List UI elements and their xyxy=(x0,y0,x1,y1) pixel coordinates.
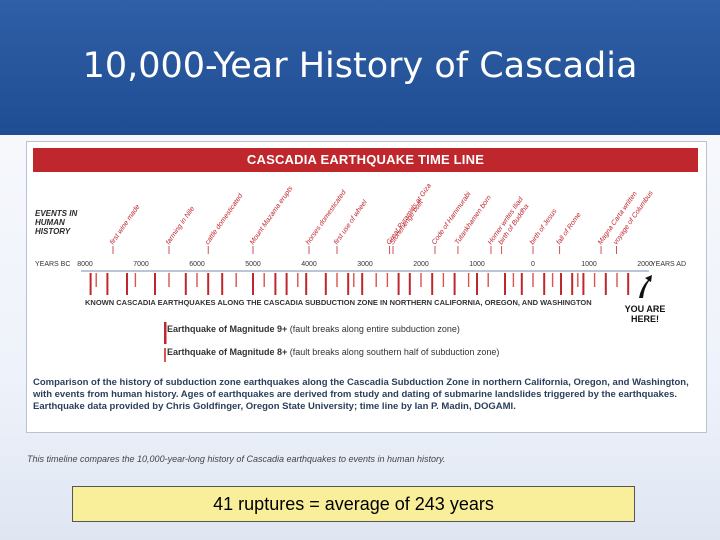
earthquake-m8-bar xyxy=(95,273,97,287)
earthquake-m8-bar xyxy=(593,273,596,287)
summary-box: 41 ruptures = average of 243 years xyxy=(72,486,635,522)
earthquake-m8-bar xyxy=(551,273,554,287)
earthquake-m9-bar xyxy=(604,273,607,295)
human-event-label: fall of Rome xyxy=(556,211,583,246)
earthquake-m8-bar xyxy=(353,273,355,287)
legend-m8-desc: (fault breaks along southern half of sub… xyxy=(287,347,500,357)
human-event-label: cattle domesticated xyxy=(204,192,245,246)
earthquake-m9-bar xyxy=(252,273,254,295)
earthquake-m8-bar xyxy=(487,273,489,287)
you-are-here-line: HERE! xyxy=(630,314,659,324)
axis-tick-label: 7000 xyxy=(133,261,149,268)
earthquake-m9-bar xyxy=(504,273,506,295)
events-in-history-label: EVENTS IN HUMAN HISTORY xyxy=(35,209,77,236)
human-event-label: Code of Hammurabi xyxy=(431,190,473,246)
earthquake-m9-bar xyxy=(520,273,523,295)
earthquake-m9-bar xyxy=(207,273,210,295)
legend-m9-title: Earthquake of Magnitude 9+ xyxy=(167,324,288,334)
earthquake-m9-bar xyxy=(453,273,456,295)
earthquake-m9-bar xyxy=(361,273,364,295)
earthquake-m8-bar xyxy=(336,273,338,287)
axis-tick-label: 3000 xyxy=(357,261,373,268)
title-bar: 10,000-Year History of Cascadia xyxy=(0,0,720,135)
legend-m9-swatch xyxy=(164,322,167,344)
earthquake-m8-bar xyxy=(263,273,265,287)
earthquake-m9-bar xyxy=(431,273,434,295)
earthquake-m9-bar xyxy=(324,273,327,295)
earthquake-m9-bar xyxy=(221,273,224,295)
earthquake-m8-bar xyxy=(168,273,170,287)
timeline-svg: YEARS BC YEARS AD 8000 7000 6000 5000 4000 3000… xyxy=(35,182,686,362)
earthquake-m9-bar xyxy=(305,273,308,295)
earthquake-m9-bar xyxy=(582,273,585,295)
earthquake-m9-bar xyxy=(274,273,277,295)
earthquake-m8-bar xyxy=(532,273,534,287)
legend-m8-swatch xyxy=(164,348,166,362)
earthquake-m8-bar xyxy=(420,273,422,287)
earthquake-m9-bar xyxy=(408,273,411,295)
legend-m9-desc: (fault breaks along entire subduction zo… xyxy=(287,324,460,334)
events-label-line: EVENTS IN xyxy=(35,209,78,218)
caption-line: Comparison of the history of subduction … xyxy=(33,377,689,388)
earthquake-m9-bar xyxy=(126,273,128,295)
you-are-here-label: YOU ARE HERE! xyxy=(619,304,671,324)
axis-tick-label: 2000 xyxy=(637,261,653,268)
earthquake-m8-bar xyxy=(386,273,389,287)
earthquake-m9-bar xyxy=(476,273,478,295)
earthquake-m8-bar xyxy=(375,273,377,287)
you-are-here-arrow xyxy=(639,275,652,298)
earthquake-m8-bar xyxy=(196,273,198,287)
legend-m8-title: Earthquake of Magnitude 8+ xyxy=(167,347,288,357)
earthquake-m9-bar xyxy=(154,273,156,295)
legend-magnitude-9: Earthquake of Magnitude 9+ (fault breaks… xyxy=(167,324,460,334)
slide-title: 10,000-Year History of Cascadia xyxy=(82,46,638,86)
axis-tick-label: 8000 xyxy=(77,261,93,268)
human-event-label: Mount Mazama erupts xyxy=(249,185,295,246)
human-event-label: Stonehenge built xyxy=(389,198,425,246)
axis-tick-label: 0 xyxy=(531,261,535,268)
axis-tick-label: 6000 xyxy=(189,261,205,268)
events-label-line: HUMAN xyxy=(35,218,65,227)
earthquake-m9-bar xyxy=(560,273,562,295)
years-bc-label: YEARS BC xyxy=(35,261,70,268)
earthquake-m8-bar xyxy=(616,273,618,287)
earthquake-m9-bar xyxy=(397,273,400,295)
timeline-figure: CASCADIA EARTHQUAKE TIME LINE EVENTS IN … xyxy=(26,141,707,433)
earthquake-m9-bar xyxy=(285,273,288,295)
timeline-header: CASCADIA EARTHQUAKE TIME LINE xyxy=(33,148,698,172)
axis-tick-label: 1000 xyxy=(469,261,485,268)
you-are-here-line: YOU ARE xyxy=(624,304,666,314)
earthquake-m8-bar xyxy=(512,273,515,287)
earthquake-m9-bar xyxy=(184,273,187,295)
human-event-label: birth of Jesus xyxy=(529,208,559,247)
earthquake-m8-bar xyxy=(467,273,470,287)
axis-tick-label: 4000 xyxy=(301,261,317,268)
earthquake-m9-bar xyxy=(347,273,350,295)
caption-line: Earthquake data provided by Chris Goldfi… xyxy=(33,401,516,412)
legend-magnitude-8: Earthquake of Magnitude 8+ (fault breaks… xyxy=(167,347,499,357)
axis-tick-label: 1000 xyxy=(581,261,597,268)
earthquake-m9-bar xyxy=(543,273,546,295)
earthquake-m9-bar xyxy=(89,273,92,295)
earthquake-m8-bar xyxy=(297,273,299,287)
events-label-line: HISTORY xyxy=(35,227,71,236)
axis-tick-label: 2000 xyxy=(413,261,429,268)
earthquake-m9-bar xyxy=(106,273,109,295)
earthquake-m8-bar xyxy=(442,273,445,287)
earthquake-m8-bar xyxy=(577,273,579,287)
figure-caption: Comparison of the history of subduction … xyxy=(33,377,701,413)
earthquake-m9-bar xyxy=(571,273,574,295)
human-event-label: farming in Nile xyxy=(165,205,196,246)
axis-tick-label: 5000 xyxy=(245,261,261,268)
earthquake-m8-bar xyxy=(134,273,137,287)
known-earthquakes-label: KNOWN CASCADIA EARTHQUAKES ALONG THE CAS… xyxy=(85,298,592,307)
timeline-footnote: This timeline compares the 10,000-year-l… xyxy=(27,454,446,464)
human-event-label: first wine made xyxy=(109,203,142,246)
years-ad-label: YEARS AD xyxy=(651,261,686,268)
caption-line: with events from human history. Ages of … xyxy=(33,389,678,400)
earthquake-m8-bar xyxy=(235,273,237,287)
earthquake-m9-bar xyxy=(627,273,630,295)
